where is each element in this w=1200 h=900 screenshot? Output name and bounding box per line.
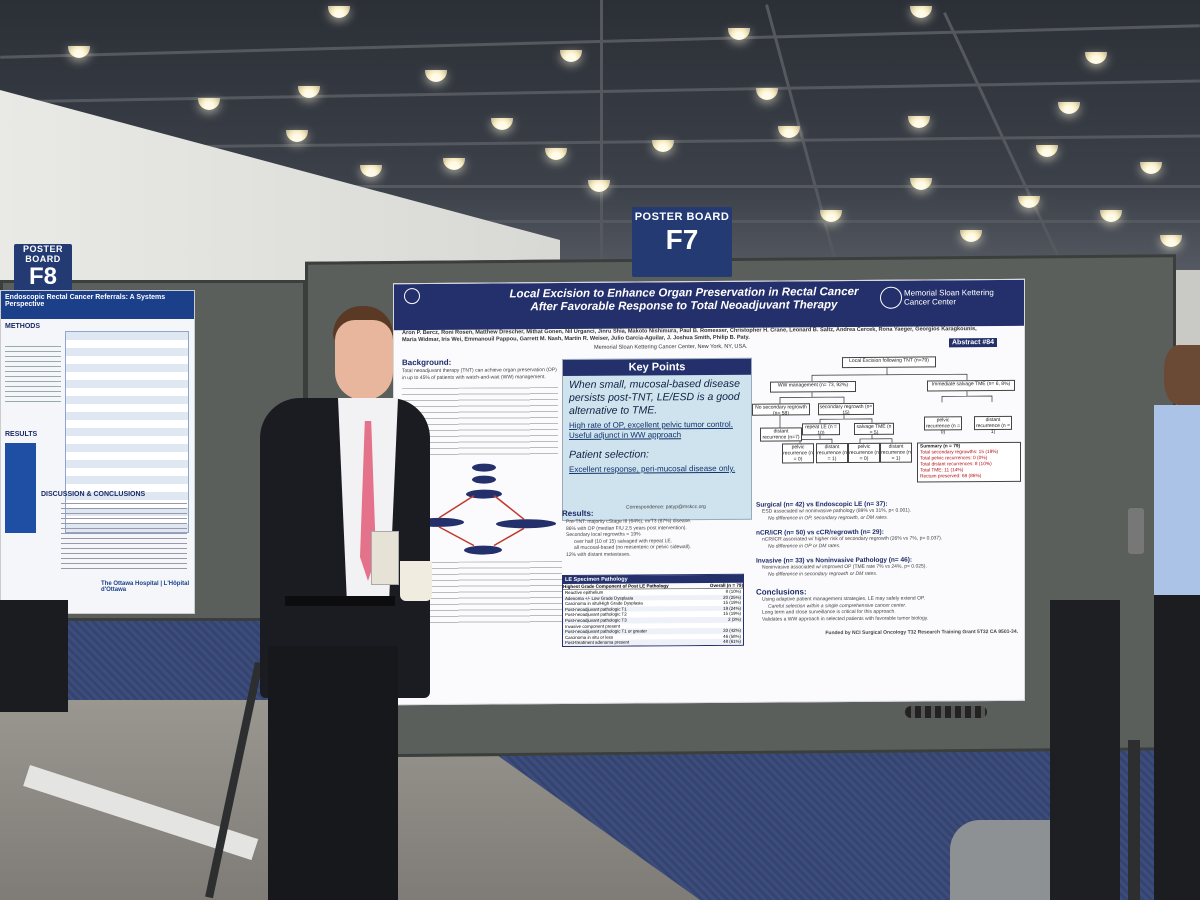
- sign-label: POSTER BOARD: [22, 244, 63, 264]
- key-points-box: Key Points When small, mucosal-based dis…: [562, 357, 752, 522]
- key-points-statement: When small, mucosal-based disease persis…: [569, 377, 740, 417]
- msk-emblem-icon: [404, 288, 420, 305]
- left-methods-heading: METHODS: [5, 323, 40, 330]
- key-point-1: High rate of OP, excellent pelvic tumor …: [569, 419, 733, 430]
- presenter: [230, 306, 450, 900]
- correspondence: Correspondence: patyp@mskcc.org: [626, 504, 706, 511]
- board-stand-leg: [1128, 740, 1140, 900]
- sign-number: F7: [665, 224, 699, 255]
- conclusion-line: Validates a WW approach in selected pati…: [762, 614, 929, 623]
- left-poster-title: Endoscopic Rectal Cancer Referrals: A Sy…: [1, 291, 194, 319]
- affiliation: Memorial Sloan Kettering Cancer Center, …: [594, 343, 748, 351]
- coffee-cup: [400, 561, 432, 601]
- flow-distant-recurrence: distant recurrence (n = 1): [974, 415, 1012, 436]
- name-badge: [371, 531, 399, 585]
- table-header-cell: Highest Grade Component of Post LE Patho…: [563, 583, 669, 590]
- left-text-block: [5, 346, 61, 406]
- results-heading: Results:: [562, 508, 594, 519]
- flow-pelvic-recurrence-le: pelvic recurrence (n = 0): [782, 443, 814, 464]
- result-line: 12% with distant metastases.: [566, 551, 631, 558]
- sign-number: F8: [28, 263, 57, 290]
- board-sign-f8: POSTER BOARD F8: [14, 244, 72, 292]
- comparison-line: No difference in OP, secondary regrowth,…: [768, 514, 888, 522]
- flow-salvage-tme: salvage TME (n = 5): [854, 422, 894, 436]
- flow-pelvic-recurrence: pelvic recurrence (n = 0): [924, 416, 962, 436]
- left-discussion-text: [61, 503, 187, 573]
- treatment-flow-diagram: [414, 463, 564, 555]
- suit-trousers: [268, 646, 398, 900]
- table-header-cell: Overall (n = 79): [709, 582, 743, 588]
- title-line-2: After Favorable Response to Total Neoadj…: [530, 299, 838, 314]
- flow-ww: WW management (n= 73, 92%): [770, 380, 856, 393]
- flow-distant-recurrence-le: distant recurrence (n = 1): [816, 443, 848, 464]
- authors: Aron P. Bercz, Roni Rosen, Matthew Dresc…: [402, 326, 977, 344]
- flow-summary-box: Summary (n = 79) Total secondary regrowt…: [917, 441, 1021, 483]
- msk-logo-icon: [880, 286, 902, 309]
- board-grip: [905, 706, 987, 718]
- flow-repeat-le: repeat LE (n = 10): [802, 423, 840, 436]
- poster-title: Local Excision to Enhance Organ Preserva…: [474, 286, 894, 315]
- institution-logo-text: Memorial Sloan Kettering Cancer Center: [904, 288, 994, 307]
- comparison-line: No difference in OP or DM rates.: [768, 542, 841, 550]
- flow-distant-recurrence-tme: distant recurrence (n = 1): [880, 442, 912, 463]
- patient-selection-text: Excellent response, peri-mucosal disease…: [569, 463, 736, 474]
- abstract-number: Abstract #84: [949, 337, 998, 348]
- poster-title-banner: Local Excision to Enhance Organ Preserva…: [394, 279, 1024, 331]
- patient-selection-heading: Patient selection:: [569, 448, 649, 461]
- comparison-line: No difference in secondary regrowth or D…: [768, 570, 878, 578]
- key-points-heading: Key Points: [563, 358, 751, 377]
- research-poster: Local Excision to Enhance Organ Preserva…: [393, 278, 1025, 706]
- sign-label: POSTER BOARD: [634, 211, 730, 223]
- board-clip: [1128, 508, 1144, 554]
- flow-distant-recurrence-ww: distant recurrence (n=7): [760, 427, 802, 442]
- left-poster: Endoscopic Rectal Cancer Referrals: A Sy…: [0, 290, 195, 614]
- flow-salvage: Immediate salvage TME (n= 6, 8%): [927, 379, 1015, 392]
- table-body: Reactive epithelium 8 (10%) Adenoma +/- Lo…: [563, 588, 743, 646]
- left-footer-logo: The Ottawa Hospital | L'Hôpital d'Ottawa: [101, 581, 190, 593]
- belt: [285, 596, 395, 606]
- pathology-table: LE Specimen Pathology Highest Grade Comp…: [562, 573, 744, 647]
- comparisons-section: Surgical (n= 42) vs Endoscopic LE (n= 37…: [756, 500, 1018, 637]
- left-data-table: [65, 331, 189, 533]
- flow-pelvic-recurrence-tme: pelvic recurrence (n = 0): [848, 442, 880, 464]
- table-cell: Post-treatment adenoma present: [565, 639, 630, 646]
- flow-root: Local Excision following TNT (n=79): [842, 356, 936, 369]
- bystander-left: [0, 600, 68, 712]
- bystander: [1150, 345, 1200, 900]
- funding-note: Funded by NCI Surgical Oncology T32 Rese…: [825, 628, 1018, 637]
- outcomes-flowchart: Local Excision following TNT (n=79) WW m…: [752, 354, 1021, 496]
- presenter-face: [335, 320, 393, 400]
- left-results-heading: RESULTS: [5, 431, 38, 438]
- left-discussion-heading: DISCUSSION & CONCLUSIONS: [41, 491, 146, 498]
- bystander-legs: [1050, 600, 1120, 900]
- left-bar-chart: [5, 443, 61, 533]
- table-cell: 48 (61%): [723, 639, 741, 645]
- flow-no-regrowth: No secondary regrowth (n= 58): [752, 403, 810, 417]
- board-sign-f7: POSTER BOARD F7: [632, 207, 732, 277]
- flow-secondary-regrowth: secondary regrowth (n= 15): [818, 402, 874, 417]
- table-row: Post-treatment adenoma present 48 (61%): [563, 639, 743, 646]
- results-list: Pre-TNT: majority cStage III (64%), mrT3…: [566, 518, 756, 558]
- summary-line: Rectum preserved: 68 (86%): [920, 474, 982, 480]
